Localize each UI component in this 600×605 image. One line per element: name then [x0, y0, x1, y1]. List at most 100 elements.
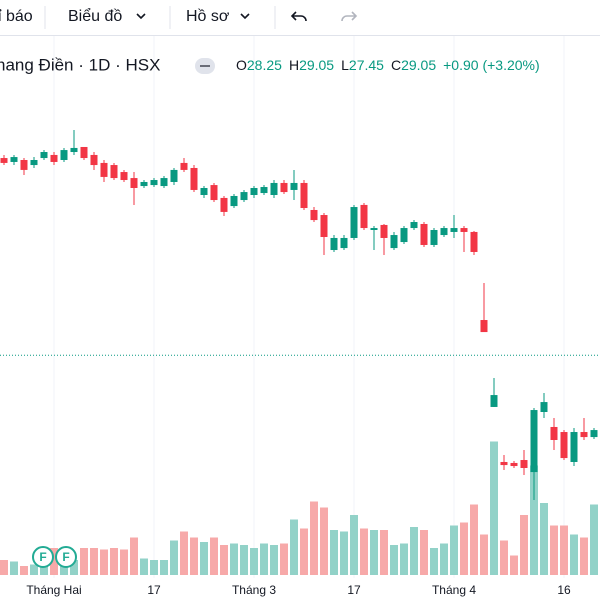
volume-bar — [70, 560, 78, 575]
volume-bar — [140, 558, 148, 575]
volume-bar — [100, 549, 108, 575]
candle-body — [460, 228, 468, 232]
candle-body — [480, 320, 488, 333]
symbol: hang Điền · 1D · HSX — [0, 55, 160, 74]
volume-bar — [450, 525, 458, 575]
candle-body — [120, 172, 128, 181]
volume-bar — [160, 560, 168, 575]
candle-body — [90, 154, 98, 166]
candle-body — [100, 162, 108, 177]
x-tick-label: Tháng 4 — [432, 583, 476, 597]
toolbar: ỉ báo Biểu đồ Hồ sơ — [0, 6, 600, 36]
candle-body — [40, 152, 48, 159]
ohlc-label: L — [341, 57, 349, 73]
volume-bar — [240, 545, 248, 575]
event-marker-label: F — [39, 550, 46, 564]
candle-body — [60, 150, 68, 160]
candle-body — [520, 460, 528, 468]
candle-body — [160, 178, 168, 187]
candle-body — [530, 410, 538, 473]
candle-body — [370, 228, 378, 230]
volume-bar — [530, 465, 538, 575]
volume-bar — [470, 504, 478, 575]
candle-body — [350, 207, 358, 238]
volume-bar — [300, 528, 308, 575]
ohlc-value: 29.05 — [401, 57, 436, 73]
candle-body — [450, 228, 458, 232]
candle-body — [150, 180, 158, 186]
change: +0.90 (+3.20%) — [443, 57, 540, 73]
toolbar-item[interactable]: ỉ báo — [0, 8, 33, 25]
volume-bar — [390, 545, 398, 575]
candle-body — [310, 209, 318, 221]
volume-bar — [400, 543, 408, 575]
candle-body — [270, 182, 278, 195]
volume-bar — [460, 522, 468, 575]
chevron — [240, 13, 250, 20]
candle-body — [180, 162, 188, 170]
volume-bar — [410, 527, 418, 575]
volume-bar — [80, 548, 88, 575]
candle-body — [280, 182, 288, 193]
toolbar-item[interactable]: Hồ sơ — [186, 8, 230, 25]
volume-bar — [150, 560, 158, 575]
candle-body — [490, 395, 498, 407]
toolbar-item[interactable]: Biểu đồ — [68, 7, 122, 25]
candle-body — [170, 169, 178, 182]
candle-body — [10, 157, 18, 162]
candle-body — [330, 237, 338, 251]
candle-body — [300, 182, 308, 209]
volume-bar — [110, 548, 118, 575]
candle-body — [30, 160, 38, 166]
volume-bar — [350, 515, 358, 575]
volume-bar — [440, 543, 448, 575]
redo-icon[interactable] — [341, 11, 358, 22]
x-tick-label: 16 — [557, 583, 571, 597]
candle-body — [80, 146, 88, 159]
ohlc-label: O — [236, 57, 247, 73]
volume-bar — [200, 542, 208, 575]
candle-body — [340, 237, 348, 249]
volume-bar — [550, 525, 558, 575]
candle-body — [140, 181, 148, 187]
volume-bar — [540, 503, 548, 575]
candle-body — [0, 158, 8, 163]
candle-body — [210, 185, 218, 201]
x-tick-label: 17 — [347, 583, 361, 597]
volume-bar — [170, 540, 178, 575]
candle-body — [510, 462, 518, 467]
candle-body — [220, 197, 228, 212]
volume-bar — [560, 525, 568, 575]
candle-body — [400, 228, 408, 243]
ohlc-value: 28.25 — [247, 57, 282, 73]
volume-bar — [480, 534, 488, 575]
x-tick-label: Tháng 3 — [232, 583, 276, 597]
ohlc-label: C — [391, 57, 401, 73]
candle-body — [380, 224, 388, 238]
candle-body — [410, 222, 418, 229]
candle-body — [240, 192, 248, 201]
volume-bar — [580, 537, 588, 575]
candle-body — [50, 154, 58, 162]
volume-bar — [90, 548, 98, 575]
candle-body — [470, 231, 478, 252]
event-marker[interactable] — [55, 546, 77, 568]
undo-icon[interactable] — [290, 11, 307, 22]
volume-bar — [20, 566, 28, 575]
candle-body — [360, 204, 368, 229]
candle-body — [290, 182, 298, 190]
candle-body — [390, 235, 398, 249]
volume-bar — [340, 531, 348, 575]
candle-body — [550, 426, 558, 440]
candle-body — [320, 215, 328, 237]
candle-body — [440, 228, 448, 236]
candle-body — [250, 188, 258, 195]
event-marker[interactable] — [32, 546, 54, 568]
volume-bar — [420, 530, 428, 575]
volume-bar — [510, 555, 518, 575]
volume-bar — [590, 504, 598, 575]
volume-bar — [260, 543, 268, 575]
candle-body — [580, 432, 588, 438]
volume-bar — [10, 561, 18, 575]
